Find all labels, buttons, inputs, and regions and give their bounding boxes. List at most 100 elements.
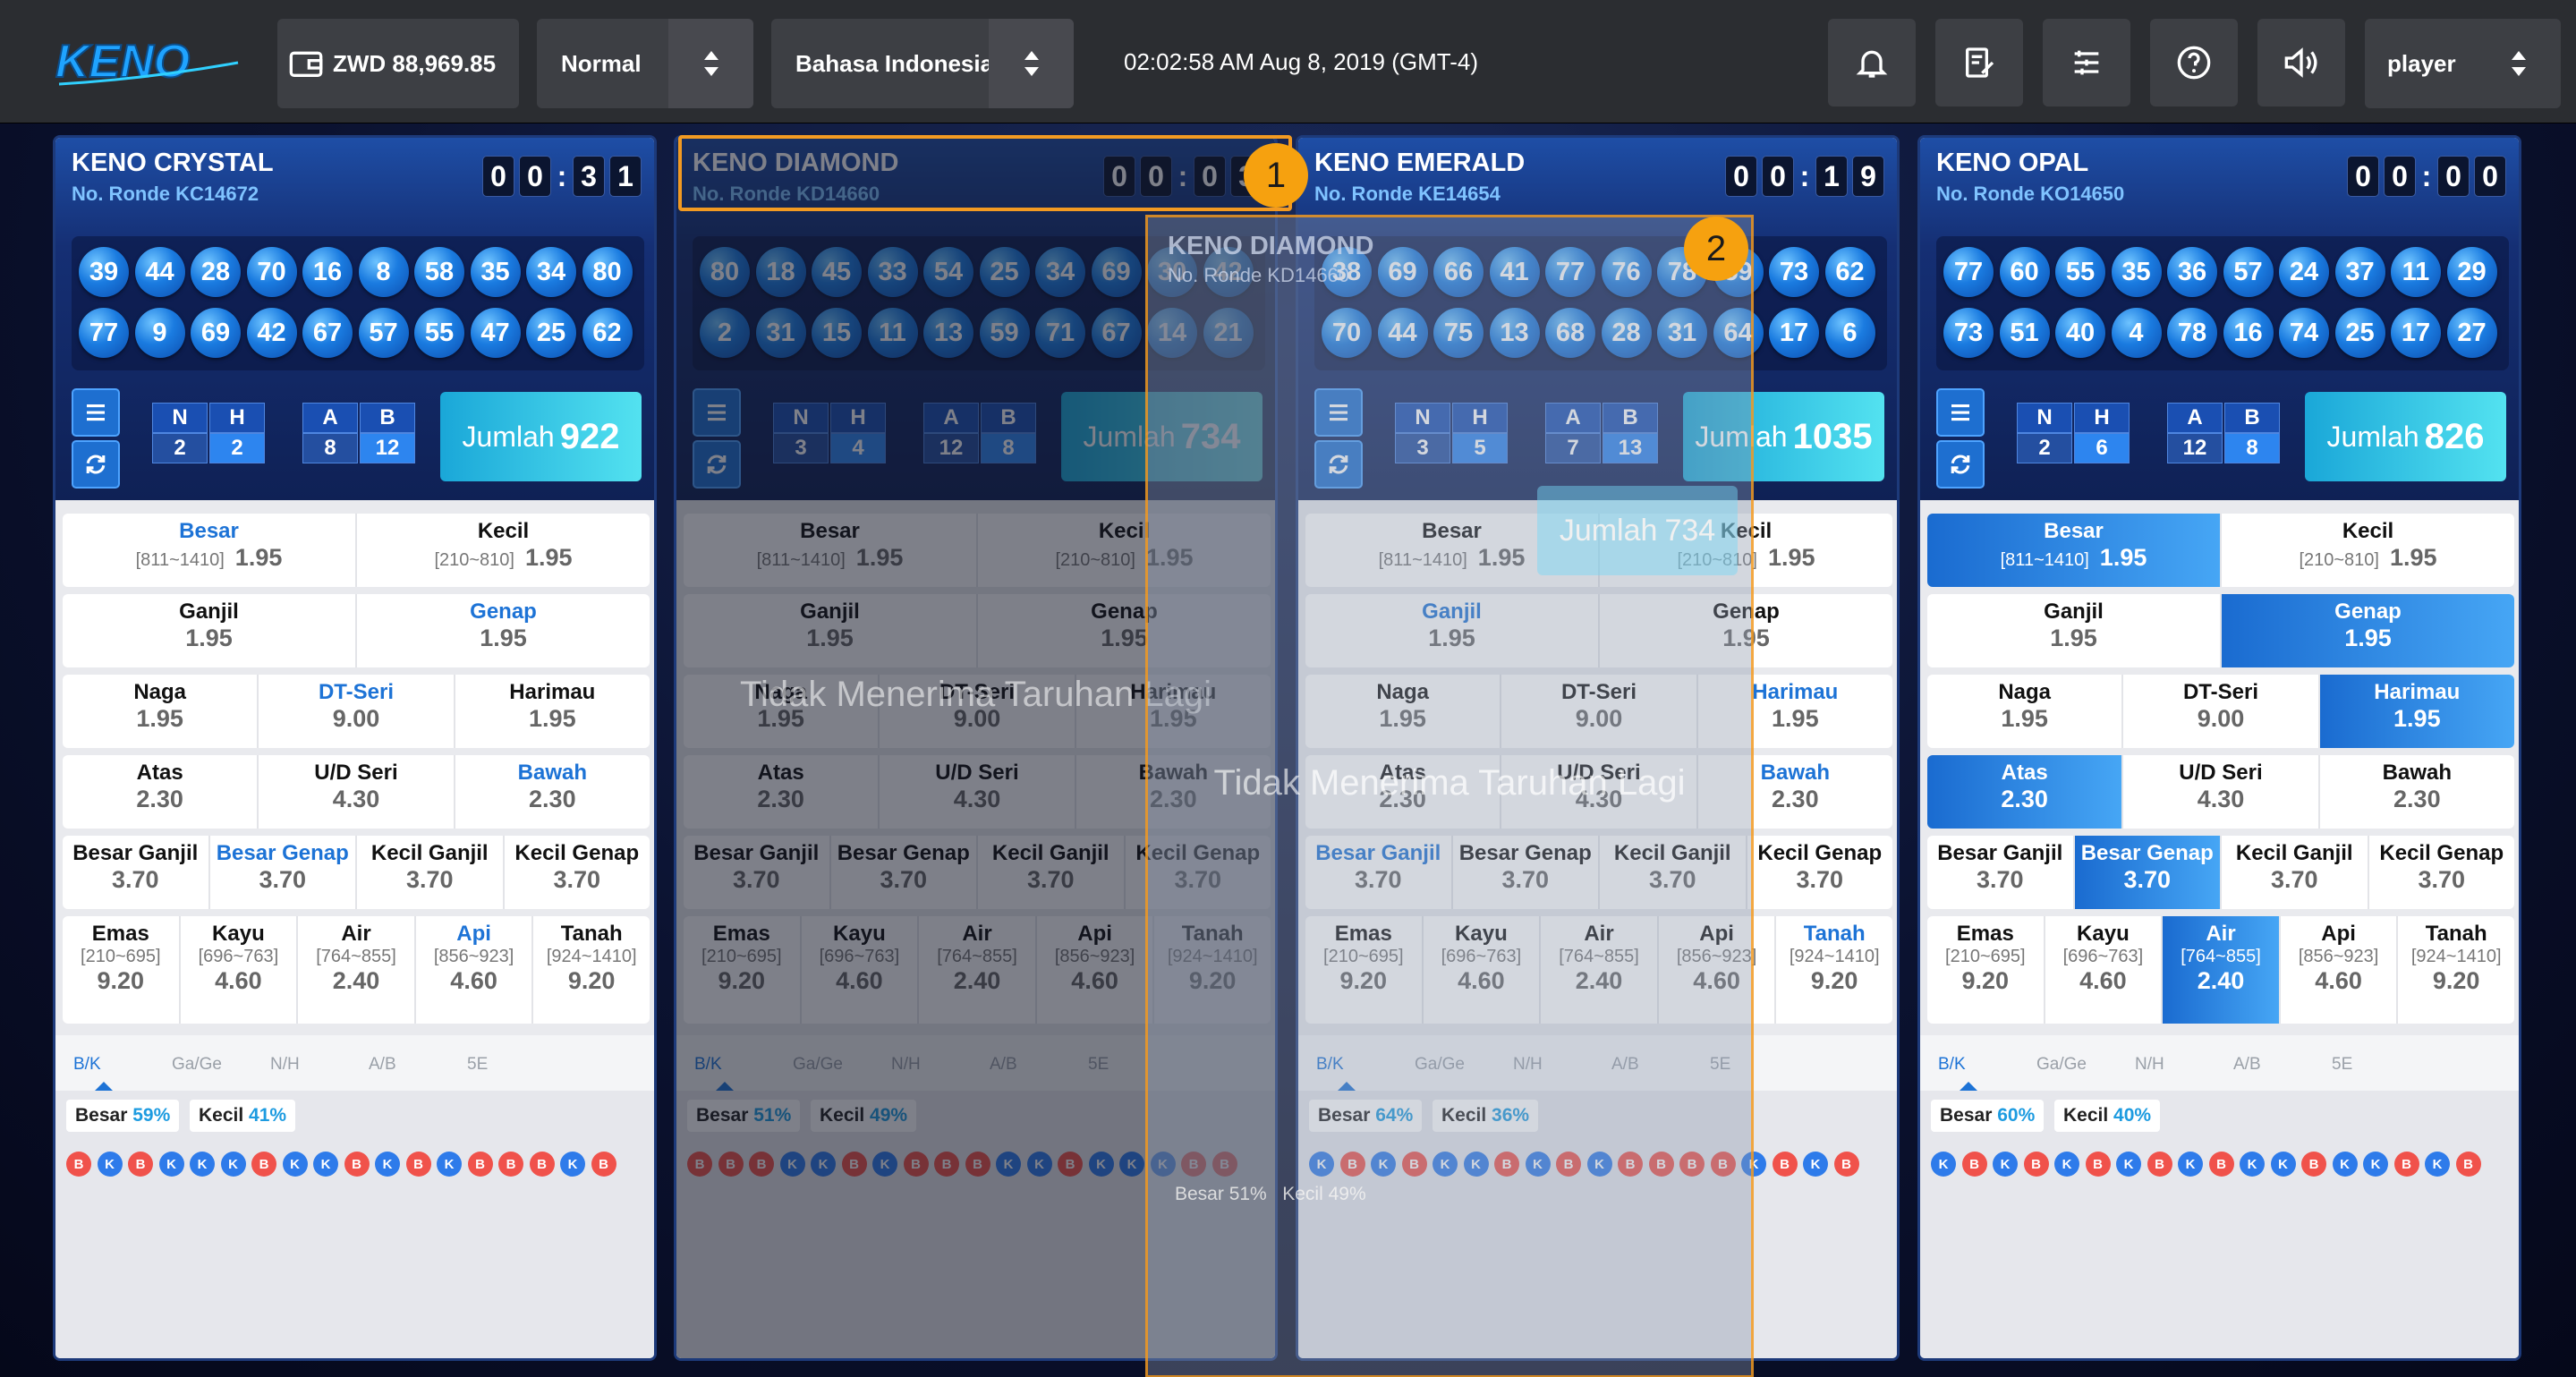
trend-toggle-button[interactable]	[72, 388, 120, 437]
bet-option-air[interactable]: Air[764~855]2.40	[2163, 916, 2281, 1024]
user-menu[interactable]: player	[2365, 19, 2561, 108]
bet-option-kecil[interactable]: Kecil [210~810] 1.95	[2222, 514, 2514, 587]
bet-option-tanah[interactable]: Tanah[924~1410]9.20	[533, 916, 650, 1024]
tab-b-k[interactable]: B/K	[1938, 1055, 1966, 1074]
tab-n-h[interactable]: N/H	[270, 1055, 300, 1074]
tab-ga-ge[interactable]: Ga/Ge	[2036, 1055, 2087, 1074]
bet-name: Atas	[2001, 761, 2048, 785]
bet-option-emas[interactable]: Emas[210~695]9.20	[63, 916, 181, 1024]
trend-toggle-button[interactable]	[1936, 388, 1985, 437]
bet-option-air[interactable]: Air[764~855]2.40	[1541, 916, 1659, 1024]
tab-ga-ge[interactable]: Ga/Ge	[1415, 1055, 1465, 1074]
kecil-percent: Kecil 36%	[1433, 1100, 1539, 1132]
bet-option-air[interactable]: Air[764~855]2.40	[298, 916, 416, 1024]
refresh-icon	[1329, 455, 1348, 474]
tab-a-b[interactable]: A/B	[1611, 1055, 1639, 1074]
keno-panel-keno-crystal: KENO CRYSTAL No. Ronde KC14672 0 0:3 1 39 44 28…	[53, 135, 657, 1361]
bet-option-kayu[interactable]: Kayu[696~763]4.60	[181, 916, 299, 1024]
trend-toggle-button[interactable]	[1314, 388, 1363, 437]
bet-option-emas[interactable]: Emas[210~695]9.20	[1927, 916, 2045, 1024]
refresh-button[interactable]	[72, 440, 120, 489]
bet-option-api[interactable]: Api[856~923]4.60	[2281, 916, 2399, 1024]
bet-option-tanah[interactable]: Tanah[924~1410]9.20	[1776, 916, 1892, 1024]
tab-5e[interactable]: 5E	[2332, 1055, 2353, 1074]
bet-option-besar[interactable]: Besar [811~1410] 1.95	[1305, 514, 1600, 587]
trend-marker: K	[2270, 1152, 2296, 1177]
help-button[interactable]	[2150, 19, 2238, 106]
bet-history-button[interactable]	[1935, 19, 2023, 106]
refresh-button[interactable]	[1314, 440, 1363, 489]
tab-b-k[interactable]: B/K	[73, 1055, 101, 1074]
result-ball: 41	[1489, 247, 1540, 297]
bet-option-api[interactable]: Api[856~923]4.60	[416, 916, 534, 1024]
result-ball: 4	[2111, 308, 2162, 358]
language-select[interactable]: Bahasa Indonesia	[771, 19, 1074, 108]
sound-button[interactable]	[2257, 19, 2345, 106]
tab-n-h[interactable]: N/H	[2135, 1055, 2164, 1074]
mode-select[interactable]: Normal	[537, 19, 753, 108]
bet-name: Kecil Ganjil	[370, 841, 489, 865]
timer-digit: 1	[1815, 156, 1848, 197]
tab-5e[interactable]: 5E	[1710, 1055, 1731, 1074]
refresh-button[interactable]	[1936, 440, 1985, 489]
trend-board: Besar 59% Kecil 41% B K B K K K B K K B K B K B B B K B	[55, 1091, 654, 1358]
tab-5e[interactable]: 5E	[467, 1055, 489, 1074]
bet-option-besar[interactable]: Besar [811~1410] 1.95	[63, 514, 357, 587]
tab-ga-ge[interactable]: Ga/Ge	[172, 1055, 222, 1074]
tab-a-b[interactable]: A/B	[369, 1055, 396, 1074]
tab-b-k[interactable]: B/K	[1316, 1055, 1344, 1074]
bet-odds: 1.95	[480, 625, 527, 651]
bet-option-tanah[interactable]: Tanah[924~1410]9.20	[2398, 916, 2514, 1024]
notification-button[interactable]	[1828, 19, 1916, 106]
tab-a-b[interactable]: A/B	[2233, 1055, 2261, 1074]
trend-marker: B	[1710, 1152, 1736, 1177]
tab-n-h[interactable]: N/H	[1513, 1055, 1543, 1074]
bet-option-kayu[interactable]: Kayu[696~763]4.60	[2045, 916, 2164, 1024]
bet-option-emas[interactable]: Emas[210~695]9.20	[1305, 916, 1424, 1024]
bet-option-kecil[interactable]: Kecil [210~810] 1.95	[357, 514, 650, 587]
result-ball: 57	[2223, 247, 2274, 297]
besar-percent: Besar 60%	[1931, 1100, 2045, 1132]
bet-option-kayu[interactable]: Kayu[696~763]4.60	[1424, 916, 1542, 1024]
trend-marker: K	[1309, 1152, 1334, 1177]
bet-option-besar[interactable]: Besar [811~1410] 1.95	[1927, 514, 2222, 587]
bet-option-api[interactable]: Api[856~923]4.60	[1659, 916, 1777, 1024]
results-list-button[interactable]	[2043, 19, 2130, 106]
